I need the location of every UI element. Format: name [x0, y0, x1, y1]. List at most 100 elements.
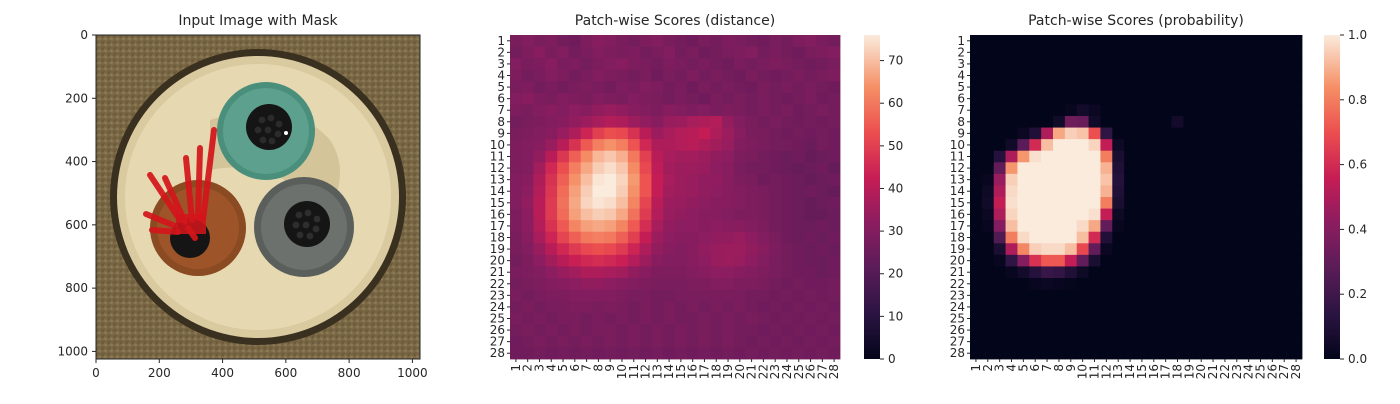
distance-cell [651, 335, 664, 348]
probability-cell [1136, 127, 1149, 140]
probability-cell [1136, 162, 1149, 175]
probability-col-label: 16 [1147, 364, 1161, 379]
probability-cell [1207, 58, 1220, 71]
distance-cell [757, 208, 770, 221]
probability-cell [1230, 347, 1244, 360]
distance-cell [533, 266, 546, 279]
probability-cell [1278, 312, 1291, 325]
distance-cell [733, 116, 747, 128]
distance-cell [604, 116, 617, 128]
distance-cell [580, 208, 593, 221]
distance-cell [828, 127, 841, 140]
distance-cell [627, 289, 641, 302]
probability-cell [1266, 335, 1279, 348]
distance-cell [639, 46, 652, 59]
probability-row-label: 14 [950, 184, 965, 198]
probability-cell [1171, 46, 1184, 59]
probability-cell [1124, 46, 1137, 59]
probability-cell [970, 312, 983, 325]
distance-cell [792, 335, 806, 348]
distance-cell [675, 58, 688, 71]
probability-cell [1064, 231, 1078, 244]
distance-cell [733, 324, 747, 337]
distance-cell [722, 127, 735, 140]
distance-cell [545, 46, 558, 59]
probability-cell [1017, 231, 1030, 244]
distance-cell [828, 92, 841, 105]
distance-cell [533, 127, 546, 140]
probability-cell [1112, 324, 1125, 337]
distance-cell [733, 81, 747, 94]
probability-cell [1266, 139, 1279, 152]
distance-cell [616, 266, 629, 279]
probability-cell [1064, 173, 1078, 186]
probability-cell [1136, 139, 1149, 152]
distance-cell [604, 150, 617, 163]
probability-cell [993, 197, 1006, 209]
probability-col-label: 19 [1182, 364, 1196, 379]
probability-cell [1124, 301, 1137, 314]
probability-cell [1076, 104, 1089, 117]
probability-cell [1183, 150, 1196, 163]
distance-cell [828, 231, 841, 244]
probability-cell [1100, 162, 1113, 175]
distance-cell [698, 324, 711, 337]
distance-cell [568, 266, 582, 279]
image-x-tick-label: 800 [338, 366, 361, 380]
distance-cell [675, 162, 688, 175]
distance-cell [639, 92, 652, 105]
panel-3-title: Patch-wise Scores (probability) [1028, 13, 1244, 29]
probability-cell [1171, 231, 1184, 244]
probability-col-label: 28 [1289, 364, 1303, 379]
probability-cell [1195, 301, 1208, 314]
probability-cell [1171, 139, 1184, 152]
probability-row-label: 17 [950, 219, 965, 233]
distance-cell [828, 220, 841, 233]
probability-cell [1112, 185, 1125, 198]
probability-cell [1278, 116, 1291, 128]
probability-cell [993, 127, 1006, 140]
probability-cell [1064, 220, 1078, 233]
probability-cell [1171, 208, 1184, 221]
probability-cell [1195, 312, 1208, 325]
probability-cell [981, 58, 995, 71]
distance-cell [769, 185, 782, 198]
probability-cell [1064, 243, 1078, 256]
probability-cell [981, 208, 995, 221]
distance-cell [580, 197, 593, 209]
panel-1-title: Input Image with Mask [178, 13, 338, 29]
probability-cell [1064, 324, 1078, 337]
distance-cell [769, 220, 782, 233]
probability-cell [1005, 324, 1018, 337]
probability-cell [1053, 208, 1066, 221]
probability-cell [1242, 104, 1255, 117]
distance-cell [733, 173, 747, 186]
distance-row-label: 8 [497, 115, 505, 129]
probability-cell [1207, 312, 1220, 325]
distance-col-label: 16 [686, 364, 700, 379]
distance-cell [816, 58, 829, 71]
probability-cell [1266, 58, 1279, 71]
distance-cell [592, 46, 605, 59]
distance-cell [557, 46, 570, 59]
distance-cell [651, 81, 664, 94]
distance-cell [521, 301, 534, 314]
distance-cell [757, 46, 770, 59]
distance-cell [521, 289, 534, 302]
probability-cell [1112, 347, 1125, 360]
distance-cell [769, 231, 782, 244]
distance-cell [568, 150, 582, 163]
probability-cell [1171, 278, 1184, 290]
probability-cell [1005, 289, 1018, 302]
probability-col-label: 13 [1111, 364, 1125, 379]
distance-cell [816, 231, 829, 244]
probability-cell [1053, 173, 1066, 186]
distance-cell [663, 173, 676, 186]
distance-cell [510, 335, 523, 348]
probability-cell [1242, 81, 1255, 94]
distance-cell [698, 116, 711, 128]
probability-cell [1278, 347, 1291, 360]
probability-cell [1195, 197, 1208, 209]
distance-cell [616, 69, 629, 82]
probability-cell [1053, 127, 1066, 140]
